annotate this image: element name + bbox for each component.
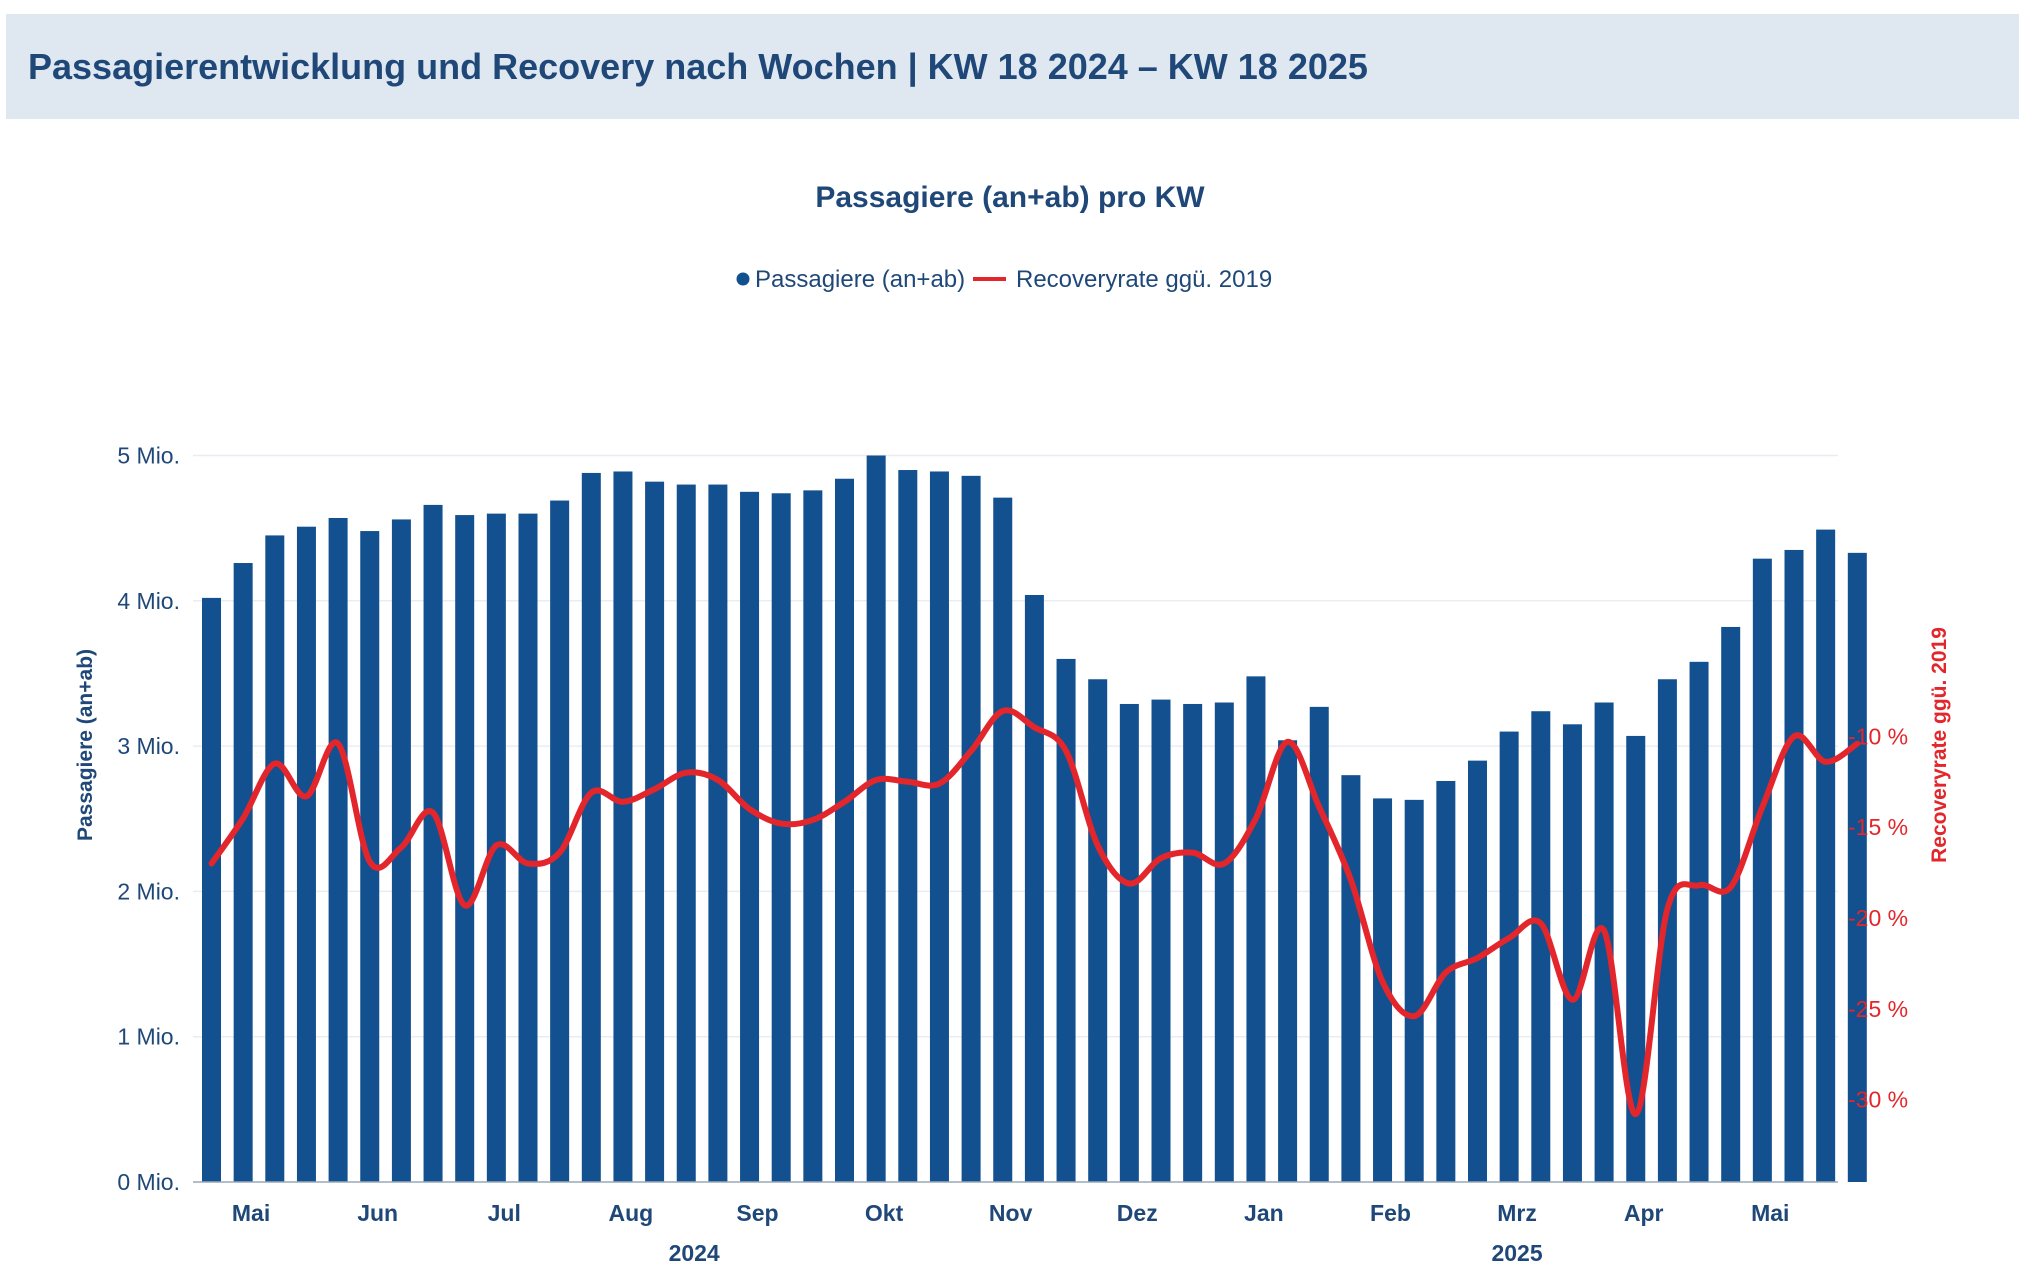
- bar: [1721, 626, 1741, 1182]
- bar: [1056, 658, 1076, 1182]
- y-tick-label-left: 3 Mio.: [117, 733, 180, 759]
- legend: Passagiere (an+ab) Recoveryrate ggü. 201…: [736, 266, 1272, 293]
- x-tick-label: Apr: [1624, 1200, 1664, 1226]
- bar: [581, 472, 601, 1182]
- y-axis-left-title: Passagiere (an+ab): [74, 649, 97, 841]
- y-axis-right: -30 % -25 % -20 % -15 % -10 %: [1848, 723, 1908, 1112]
- bar: [265, 535, 285, 1182]
- bar: [1278, 740, 1298, 1182]
- y-tick-label-right: -15 %: [1848, 814, 1908, 840]
- x-axis: Mai Jun Jul Aug Sep Okt Nov Dez Jan Feb Mrz Apr Mai 2…: [232, 1200, 1790, 1266]
- page-title: Passagierentwicklung und Recovery nach W…: [28, 46, 1368, 87]
- bar: [866, 455, 886, 1182]
- year-label: 2025: [1491, 1240, 1542, 1266]
- x-tick-label: Jun: [357, 1200, 398, 1226]
- bar: [455, 515, 475, 1182]
- header-bar: Passagierentwicklung und Recovery nach W…: [6, 14, 2019, 119]
- bar: [1816, 529, 1836, 1182]
- legend-bar-marker: [736, 272, 750, 286]
- y-tick-label-left: 1 Mio.: [117, 1024, 180, 1050]
- x-tick-label: Nov: [989, 1200, 1033, 1226]
- bar: [423, 504, 443, 1183]
- bar: [1341, 775, 1361, 1182]
- bar: [898, 470, 918, 1182]
- bar: [961, 475, 981, 1182]
- bar: [993, 497, 1013, 1183]
- bar: [1373, 798, 1393, 1182]
- x-tick-label: Feb: [1370, 1200, 1411, 1226]
- bar: [328, 517, 348, 1182]
- bar: [1436, 780, 1456, 1182]
- bar: [740, 491, 760, 1182]
- bar: [1214, 702, 1234, 1182]
- bar: [233, 563, 253, 1182]
- bar: [1024, 594, 1044, 1182]
- bar: [1404, 799, 1424, 1182]
- y-axis-right-title: Recoveryrate ggü. 2019: [1928, 627, 1951, 863]
- x-tick-label: Dez: [1117, 1200, 1158, 1226]
- y-tick-label-right: -30 %: [1848, 1087, 1908, 1113]
- bar: [1752, 558, 1772, 1182]
- bar-series: [202, 455, 1867, 1183]
- bar: [1847, 552, 1867, 1182]
- bar: [518, 513, 538, 1182]
- bar: [613, 471, 633, 1182]
- bar: [1784, 549, 1804, 1182]
- y-tick-label-right: -25 %: [1848, 996, 1908, 1022]
- bar: [1246, 676, 1266, 1182]
- x-tick-label: Aug: [609, 1200, 654, 1226]
- chart-title: Passagiere (an+ab) pro KW: [815, 181, 1205, 214]
- y-tick-label-right: -10 %: [1848, 723, 1908, 749]
- bar: [202, 597, 221, 1182]
- x-tick-label: Mrz: [1497, 1200, 1537, 1226]
- bar: [645, 481, 665, 1182]
- bar: [1594, 702, 1614, 1182]
- year-label: 2024: [669, 1240, 720, 1266]
- x-tick-label: Jan: [1244, 1200, 1284, 1226]
- y-axis-left: 0 Mio. 1 Mio. 2 Mio. 3 Mio. 4 Mio. 5 Mio.: [117, 443, 180, 1196]
- bar: [1499, 731, 1519, 1182]
- bar: [1183, 703, 1203, 1182]
- recovery-line: [208, 707, 1861, 1118]
- bar: [803, 490, 823, 1182]
- x-tick-label: Mai: [232, 1200, 270, 1226]
- bar: [929, 471, 949, 1182]
- bar: [1309, 706, 1329, 1182]
- y-tick-label-left: 4 Mio.: [117, 588, 180, 614]
- y-tick-label-right: -20 %: [1848, 905, 1908, 931]
- bar: [1626, 735, 1646, 1182]
- x-tick-label: Mai: [1751, 1200, 1789, 1226]
- y-tick-label-left: 0 Mio.: [117, 1169, 180, 1195]
- bar: [676, 484, 696, 1182]
- bar: [1689, 661, 1709, 1182]
- legend-label-recoveryrate: Recoveryrate ggü. 2019: [1016, 266, 1272, 293]
- bar: [1119, 703, 1139, 1182]
- bar: [1088, 679, 1108, 1182]
- legend-label-passagiere: Passagiere (an+ab): [755, 266, 965, 293]
- y-tick-label-left: 2 Mio.: [117, 878, 180, 904]
- bar: [1151, 699, 1171, 1182]
- bar: [1531, 711, 1551, 1182]
- bar: [1562, 724, 1582, 1182]
- y-tick-label-left: 5 Mio.: [117, 443, 180, 469]
- bar: [550, 500, 570, 1183]
- bar: [296, 526, 316, 1182]
- bar: [835, 478, 854, 1182]
- bar: [771, 493, 791, 1182]
- x-tick-label: Jul: [488, 1200, 521, 1226]
- bar: [1657, 679, 1677, 1182]
- x-tick-label: Okt: [865, 1200, 904, 1226]
- x-tick-label: Sep: [736, 1200, 778, 1226]
- bar: [708, 484, 728, 1182]
- bar: [1468, 760, 1487, 1182]
